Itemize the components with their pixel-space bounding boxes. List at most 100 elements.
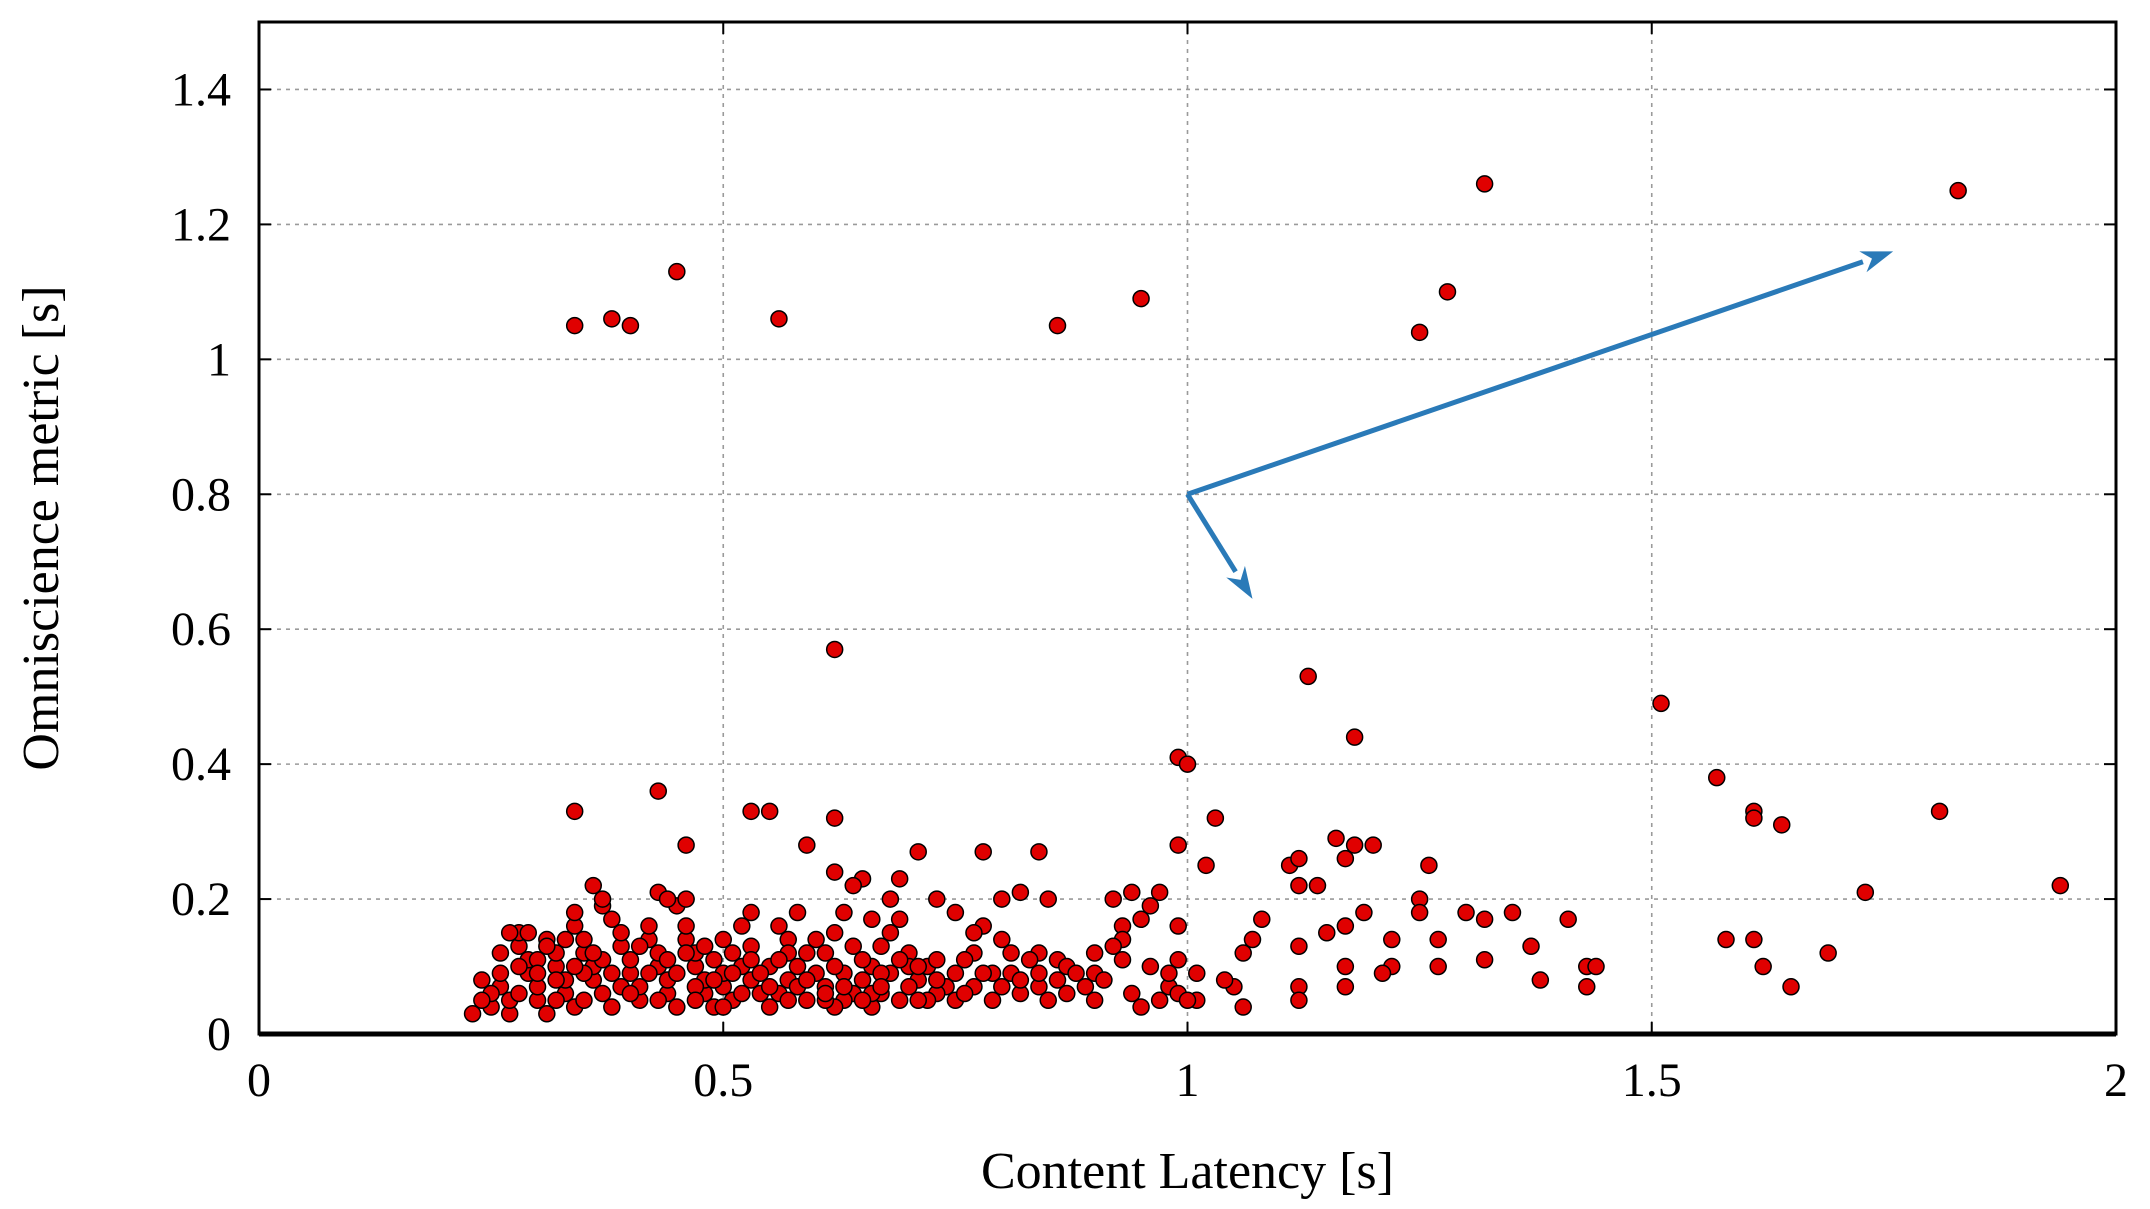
data-point xyxy=(1048,316,1067,335)
data-point xyxy=(575,991,593,1010)
data-point xyxy=(1197,856,1215,875)
data-point xyxy=(473,991,491,1010)
data-point xyxy=(1336,957,1355,976)
data-point xyxy=(742,802,760,821)
data-point xyxy=(695,937,714,956)
x-tick-label: 2 xyxy=(2104,1054,2128,1107)
data-point xyxy=(955,984,974,1003)
data-point xyxy=(890,991,909,1010)
data-point xyxy=(1150,991,1169,1010)
data-point xyxy=(1336,978,1355,996)
data-point xyxy=(825,809,844,827)
data-point xyxy=(1290,937,1308,956)
annotation-arrow-head xyxy=(1226,565,1253,599)
data-point xyxy=(463,1005,482,1023)
data-point xyxy=(974,964,992,983)
data-point xyxy=(1234,944,1252,962)
data-point xyxy=(798,991,816,1010)
data-point xyxy=(1299,667,1317,686)
data-point xyxy=(974,843,992,861)
data-point xyxy=(798,836,816,854)
y-tick-label: 0.4 xyxy=(171,738,231,791)
data-point xyxy=(1178,991,1197,1010)
data-point xyxy=(816,944,835,962)
data-point xyxy=(909,843,927,861)
data-point xyxy=(1123,984,1141,1003)
data-point xyxy=(500,924,519,942)
data-point xyxy=(853,951,872,969)
data-point xyxy=(510,984,528,1003)
data-point xyxy=(1457,903,1475,922)
data-point xyxy=(1745,930,1763,949)
data-point xyxy=(798,944,816,962)
data-point xyxy=(760,802,779,821)
x-tick-label: 1 xyxy=(1176,1054,1200,1107)
data-point xyxy=(788,903,807,922)
data-point xyxy=(890,951,909,969)
data-point xyxy=(705,951,723,969)
data-point xyxy=(1206,809,1225,827)
data-point xyxy=(584,944,603,962)
data-point xyxy=(1364,836,1382,854)
data-point xyxy=(491,964,510,983)
data-point xyxy=(1169,836,1187,854)
data-point xyxy=(890,870,909,888)
data-point xyxy=(649,782,668,800)
data-point xyxy=(825,924,844,942)
y-tick-label: 1 xyxy=(207,333,231,386)
data-point xyxy=(881,890,900,908)
data-point xyxy=(593,890,612,908)
data-point xyxy=(1373,964,1392,983)
data-point xyxy=(825,863,844,881)
data-point xyxy=(890,910,909,929)
y-tick-label: 0 xyxy=(207,1008,231,1061)
y-tick-label: 0.2 xyxy=(171,873,231,926)
data-point xyxy=(556,930,575,949)
y-tick-label: 0.8 xyxy=(171,468,231,521)
data-point xyxy=(1717,930,1735,949)
data-point xyxy=(993,978,1011,996)
data-point xyxy=(928,971,946,989)
data-point xyxy=(965,924,983,942)
data-point xyxy=(565,802,584,821)
data-point xyxy=(1030,843,1048,861)
axis-ticks xyxy=(258,22,2117,1037)
data-point xyxy=(1930,802,1949,821)
data-point xyxy=(1234,998,1252,1016)
data-point xyxy=(946,903,965,922)
data-point xyxy=(770,917,788,935)
data-point xyxy=(1160,964,1178,983)
data-point xyxy=(1215,971,1234,989)
data-points xyxy=(463,175,2070,1023)
annotation-arrow-head xyxy=(1859,251,1894,273)
data-point xyxy=(742,951,760,969)
gridlines xyxy=(259,22,2116,1034)
data-point xyxy=(723,944,742,962)
data-point xyxy=(1782,978,1800,996)
data-point xyxy=(565,316,584,335)
data-point xyxy=(1169,917,1187,935)
data-point xyxy=(1531,971,1550,989)
data-point xyxy=(1475,951,1494,969)
data-point xyxy=(686,991,705,1010)
data-point xyxy=(844,937,862,956)
data-point xyxy=(1048,971,1067,989)
data-point xyxy=(1039,991,1057,1010)
y-tick-label: 1.4 xyxy=(171,63,231,116)
data-point xyxy=(677,890,695,908)
data-point xyxy=(1150,883,1169,902)
data-point xyxy=(770,951,788,969)
data-point xyxy=(1253,910,1271,929)
data-point xyxy=(1355,903,1373,922)
data-point xyxy=(825,957,844,976)
data-point xyxy=(1772,816,1791,834)
data-point xyxy=(807,930,825,949)
data-point xyxy=(835,978,853,996)
data-point xyxy=(1132,289,1150,308)
data-point xyxy=(1438,283,1457,301)
data-point xyxy=(742,903,760,922)
data-point xyxy=(1336,849,1355,868)
data-point xyxy=(547,991,565,1010)
data-point xyxy=(863,910,881,929)
data-point xyxy=(2051,876,2070,895)
